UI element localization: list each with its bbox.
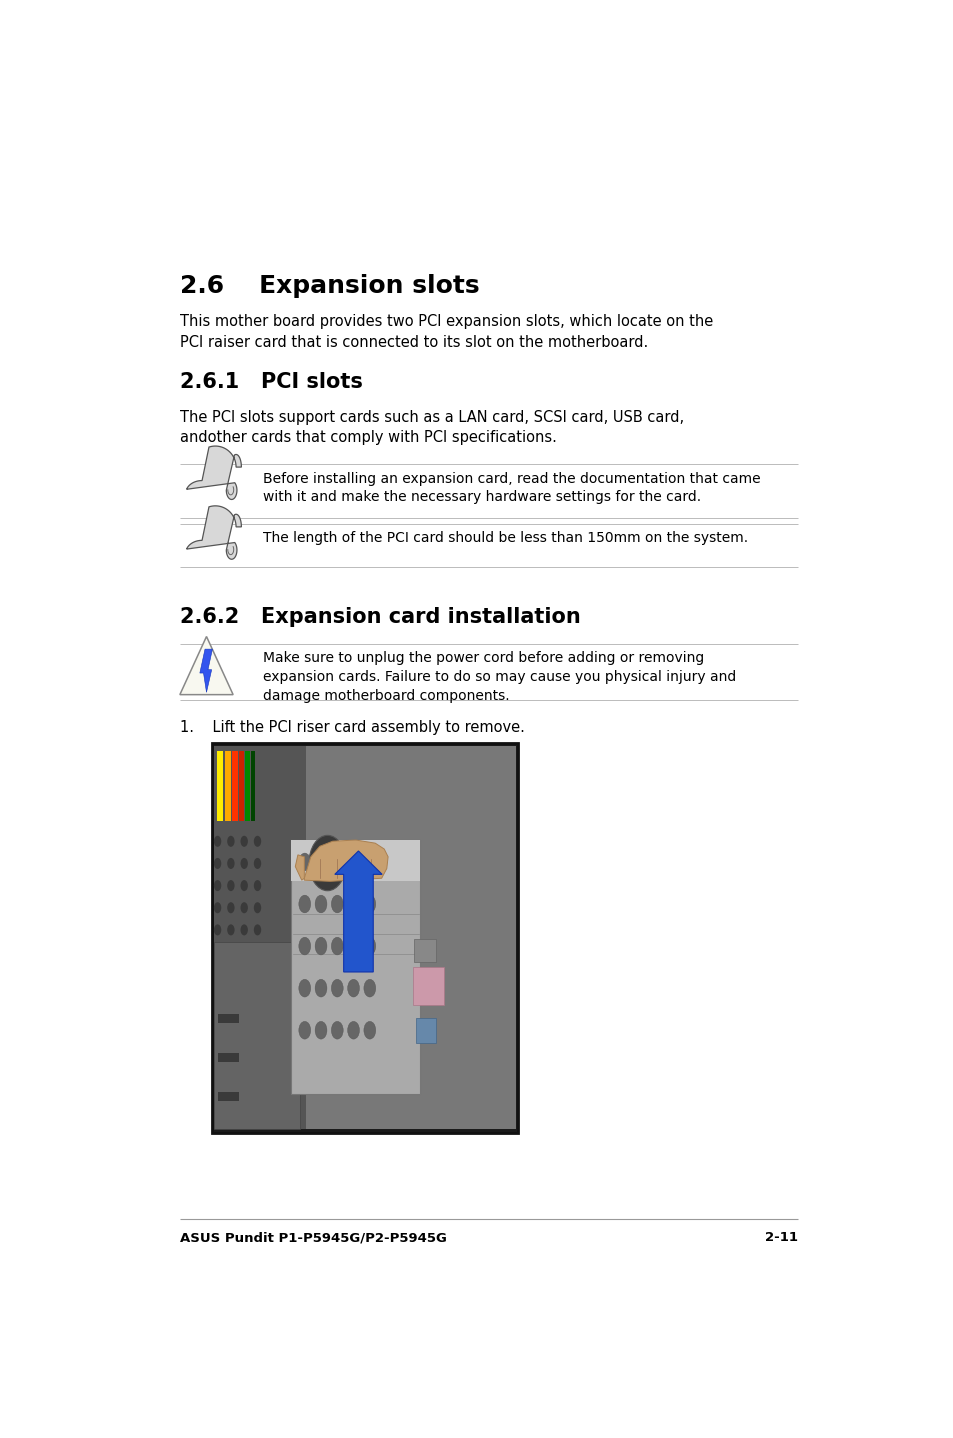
Circle shape [213,880,221,892]
Circle shape [240,835,248,847]
FancyBboxPatch shape [251,751,255,821]
FancyBboxPatch shape [291,840,420,880]
Circle shape [298,938,311,955]
Circle shape [347,853,359,871]
Circle shape [253,880,261,892]
Polygon shape [187,446,241,499]
Circle shape [363,1021,375,1040]
Circle shape [347,979,359,997]
Circle shape [227,880,234,892]
Text: 1.    Lift the PCI riser card assembly to remove.: 1. Lift the PCI riser card assembly to r… [180,719,524,735]
Circle shape [253,858,261,869]
FancyBboxPatch shape [217,1014,239,1024]
Circle shape [347,896,359,913]
Polygon shape [199,649,213,692]
Circle shape [314,896,327,913]
Circle shape [363,938,375,955]
FancyBboxPatch shape [245,751,250,821]
Circle shape [240,902,248,913]
FancyBboxPatch shape [416,1018,436,1043]
Text: ASUS Pundit P1-P5945G/P2-P5945G: ASUS Pundit P1-P5945G/P2-P5945G [180,1231,446,1244]
Circle shape [227,925,234,935]
FancyBboxPatch shape [216,751,223,821]
FancyBboxPatch shape [239,751,244,821]
FancyBboxPatch shape [213,746,516,1129]
Circle shape [314,979,327,997]
Circle shape [347,938,359,955]
Circle shape [227,902,234,913]
Polygon shape [187,506,241,559]
Circle shape [227,835,234,847]
Circle shape [347,1021,359,1040]
FancyBboxPatch shape [217,1091,239,1102]
Circle shape [363,853,375,871]
Circle shape [363,896,375,913]
Text: The length of the PCI card should be less than 150mm on the system.: The length of the PCI card should be les… [263,531,748,545]
Circle shape [314,938,327,955]
Circle shape [227,858,234,869]
Circle shape [314,1021,327,1040]
Circle shape [298,979,311,997]
FancyBboxPatch shape [291,840,420,1093]
Polygon shape [180,637,233,695]
Circle shape [253,835,261,847]
Text: Make sure to unplug the power cord before adding or removing
expansion cards. Fa: Make sure to unplug the power cord befor… [263,651,736,703]
FancyBboxPatch shape [413,966,443,1005]
Circle shape [240,880,248,892]
Circle shape [240,925,248,935]
Text: Before installing an expansion card, read the documentation that came
with it an: Before installing an expansion card, rea… [263,472,760,505]
Text: 2-11: 2-11 [764,1231,797,1244]
FancyBboxPatch shape [213,746,306,1129]
Circle shape [363,979,375,997]
Text: 2.6.1   PCI slots: 2.6.1 PCI slots [180,372,362,393]
Polygon shape [295,854,304,880]
Circle shape [331,896,343,913]
Text: 2.6.2   Expansion card installation: 2.6.2 Expansion card installation [180,607,580,627]
Polygon shape [304,840,388,881]
Polygon shape [335,851,382,972]
Circle shape [298,853,311,871]
FancyBboxPatch shape [225,751,231,821]
Text: 2.6    Expansion slots: 2.6 Expansion slots [180,275,479,299]
FancyBboxPatch shape [212,743,518,1133]
Circle shape [253,902,261,913]
FancyBboxPatch shape [414,939,436,962]
Circle shape [331,938,343,955]
FancyBboxPatch shape [217,1053,239,1063]
Circle shape [331,853,343,871]
Circle shape [331,979,343,997]
Text: The PCI slots support cards such as a LAN card, SCSI card, USB card,
andother ca: The PCI slots support cards such as a LA… [180,410,683,444]
Circle shape [213,858,221,869]
Circle shape [213,925,221,935]
FancyBboxPatch shape [233,751,237,821]
Circle shape [213,902,221,913]
Circle shape [309,835,346,890]
Circle shape [314,853,327,871]
Circle shape [298,896,311,913]
FancyBboxPatch shape [213,942,299,1129]
Circle shape [253,925,261,935]
Circle shape [298,1021,311,1040]
Text: This mother board provides two PCI expansion slots, which locate on the
PCI rais: This mother board provides two PCI expan… [180,315,713,349]
Circle shape [240,858,248,869]
Circle shape [213,835,221,847]
Circle shape [331,1021,343,1040]
